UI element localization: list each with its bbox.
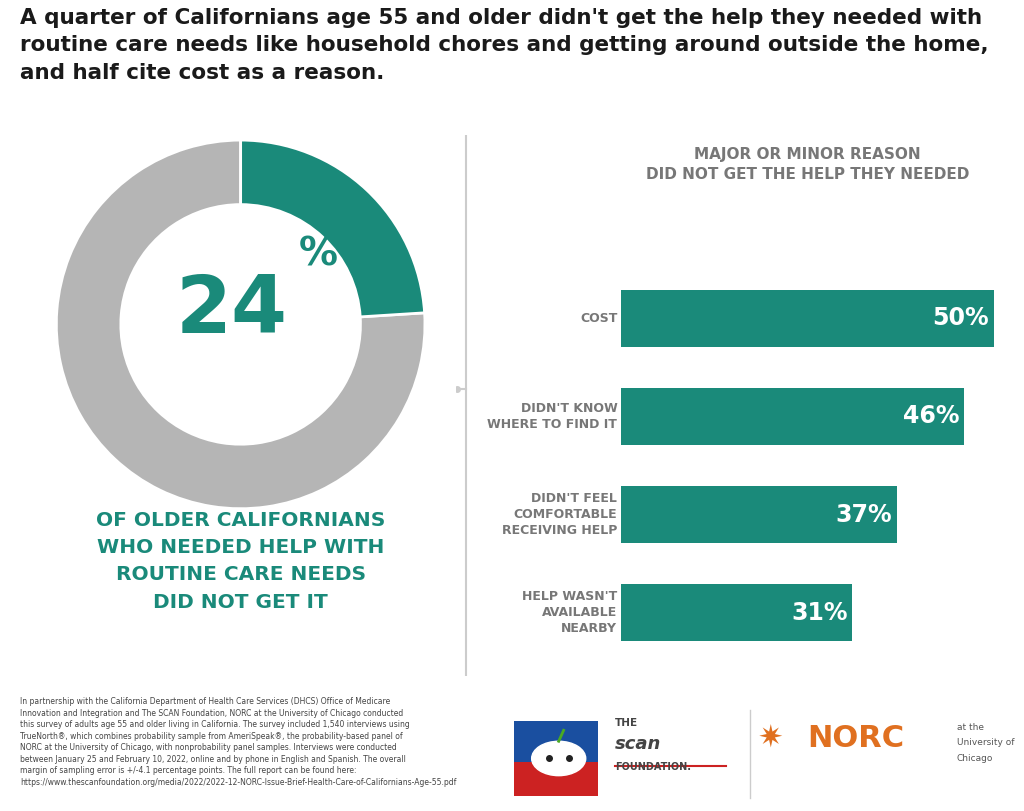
Text: THE: THE bbox=[615, 718, 638, 727]
Wedge shape bbox=[241, 140, 425, 317]
Wedge shape bbox=[56, 140, 425, 508]
Text: In partnership with the California Department of Health Care Services (DHCS) Off: In partnership with the California Depar… bbox=[20, 697, 457, 787]
Text: FOUNDATION.: FOUNDATION. bbox=[615, 762, 691, 771]
Text: 46%: 46% bbox=[903, 405, 959, 428]
Text: 31%: 31% bbox=[792, 601, 848, 624]
Text: Chicago: Chicago bbox=[956, 754, 993, 763]
Text: ✷: ✷ bbox=[758, 723, 783, 753]
Text: University of: University of bbox=[956, 738, 1015, 747]
Text: at the: at the bbox=[956, 723, 984, 732]
FancyBboxPatch shape bbox=[514, 721, 598, 796]
Circle shape bbox=[531, 741, 586, 775]
Text: 50%: 50% bbox=[933, 307, 989, 330]
FancyBboxPatch shape bbox=[514, 762, 598, 796]
Text: MAJOR OR MINOR REASON
DID NOT GET THE HELP THEY NEEDED: MAJOR OR MINOR REASON DID NOT GET THE HE… bbox=[646, 147, 969, 182]
Text: HELP WASN'T
AVAILABLE
NEARBY: HELP WASN'T AVAILABLE NEARBY bbox=[522, 590, 617, 635]
Text: NORC: NORC bbox=[807, 723, 904, 753]
Bar bbox=[621, 486, 897, 543]
Text: 24: 24 bbox=[175, 272, 288, 350]
Text: A quarter of Californians age 55 and older didn't get the help they needed with
: A quarter of Californians age 55 and old… bbox=[20, 8, 989, 83]
Text: scan: scan bbox=[615, 735, 662, 753]
Text: DIDN'T FEEL
COMFORTABLE
RECEIVING HELP: DIDN'T FEEL COMFORTABLE RECEIVING HELP bbox=[502, 492, 617, 537]
Bar bbox=[621, 388, 964, 445]
Text: 37%: 37% bbox=[836, 503, 892, 526]
Text: OF OLDER CALIFORNIANS
WHO NEEDED HELP WITH
ROUTINE CARE NEEDS
DID NOT GET IT: OF OLDER CALIFORNIANS WHO NEEDED HELP WI… bbox=[96, 511, 385, 611]
Text: COST: COST bbox=[580, 312, 617, 325]
Text: %: % bbox=[299, 235, 338, 273]
Text: DIDN'T KNOW
WHERE TO FIND IT: DIDN'T KNOW WHERE TO FIND IT bbox=[487, 402, 617, 431]
Bar bbox=[621, 584, 852, 641]
Bar bbox=[621, 290, 993, 347]
